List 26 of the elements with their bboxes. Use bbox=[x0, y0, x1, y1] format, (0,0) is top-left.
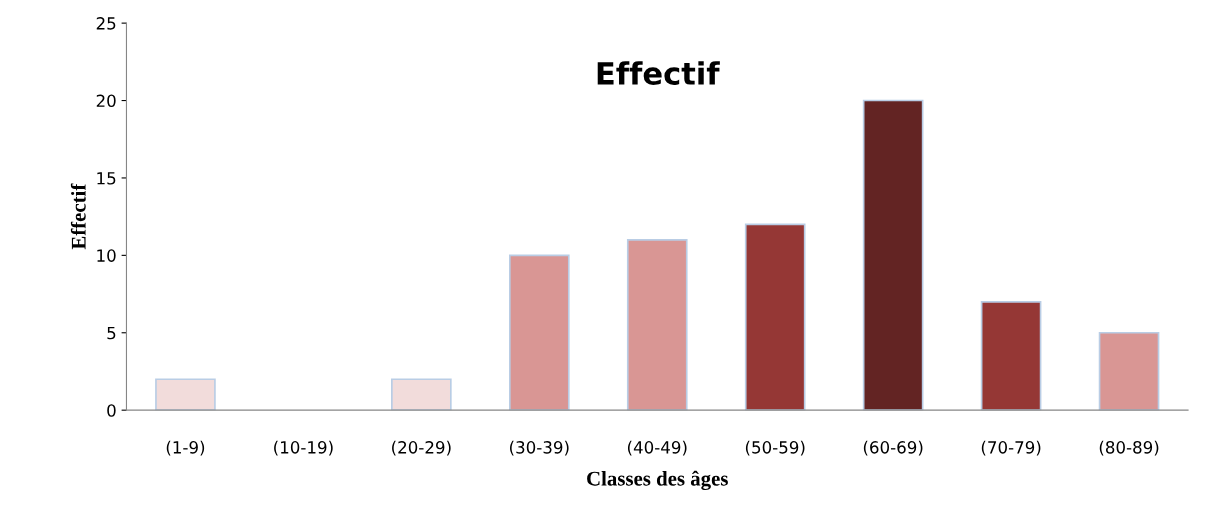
x-tick-label: (40-49) bbox=[627, 440, 687, 456]
bar bbox=[391, 378, 452, 411]
x-tick-label: (20-29) bbox=[392, 440, 451, 456]
y-tick-label: 25 bbox=[96, 17, 116, 30]
x-tick-label: (80-89) bbox=[1099, 440, 1159, 456]
y-axis-title: Effectif bbox=[70, 183, 86, 250]
x-tick-label: (50-59) bbox=[745, 440, 805, 456]
x-tick-label: (70-79) bbox=[981, 440, 1041, 456]
y-tick-label: 5 bbox=[107, 326, 116, 340]
bar bbox=[980, 300, 1042, 411]
bar bbox=[508, 254, 570, 411]
bar bbox=[626, 239, 688, 411]
y-tick-label: 20 bbox=[96, 94, 116, 108]
y-tick-label: 15 bbox=[97, 172, 116, 185]
x-tick-label: (60-69) bbox=[863, 440, 923, 456]
text: Effectif bbox=[597, 61, 720, 85]
bar bbox=[1098, 331, 1160, 411]
bar bbox=[744, 223, 806, 411]
x-tick-label: (1-9) bbox=[166, 440, 205, 456]
y-tick-label: 10 bbox=[97, 249, 116, 262]
x-axis-title: Classes des âges bbox=[587, 470, 728, 491]
y-tick-label: 0 bbox=[107, 404, 116, 417]
x-tick-label: (30-39) bbox=[510, 440, 569, 456]
bar bbox=[862, 99, 924, 411]
x-tick-label: (10-19) bbox=[274, 440, 333, 456]
bar bbox=[155, 378, 216, 411]
